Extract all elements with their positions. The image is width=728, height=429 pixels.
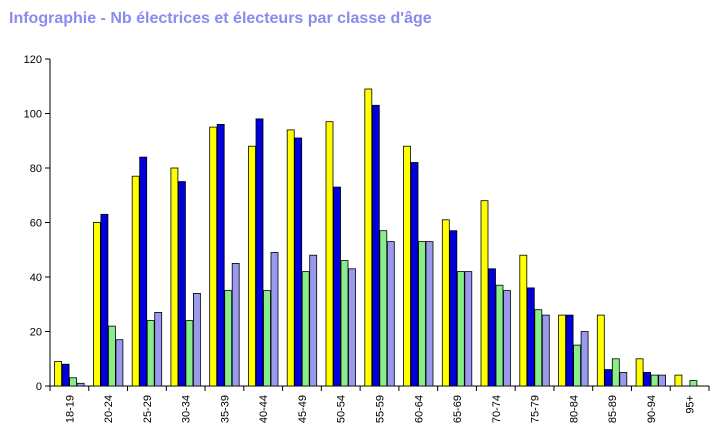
bar-60-64-series-1	[403, 145, 411, 387]
bar-20-24-series-4	[115, 339, 124, 387]
x-tick-label: 75-79	[530, 395, 542, 423]
bar-30-34-series-2	[177, 181, 186, 387]
bar-55-59-series-1	[364, 88, 373, 387]
bar-65-69-series-3	[456, 271, 465, 387]
bar-20-24-series-2	[100, 213, 109, 387]
x-tick-label: 18-19	[64, 395, 76, 423]
bar-75-79-series-3	[534, 309, 543, 387]
bar-75-79-series-2	[526, 287, 535, 387]
bar-55-59-series-4	[386, 241, 395, 387]
bar-65-69-series-2	[449, 230, 458, 387]
plot-area: 0 20 40 60 80 100 120 18-19 20-24 25-29 30-34 35-39…	[24, 54, 710, 423]
bar-55-59-series-2	[371, 104, 380, 387]
y-tick-label: 0	[36, 381, 42, 393]
bar-45-49-series-4	[309, 254, 318, 387]
x-tick-label: 60-64	[413, 395, 425, 423]
bar-70-74-series-2	[488, 268, 496, 387]
x-tick-label: 55-59	[375, 395, 387, 423]
bar-70-74-series-3	[495, 284, 504, 387]
bar-25-29-series-1	[131, 175, 140, 387]
bar-90-94-series-2	[643, 371, 651, 387]
chart-title: Infographie - Nb électrices et électeurs…	[9, 10, 432, 27]
x-tick-label: 95+	[685, 395, 697, 414]
bar-60-64-series-2	[410, 162, 419, 387]
bar-25-29-series-2	[139, 156, 148, 387]
y-tick-label: 20	[30, 327, 42, 339]
bar-85-89-series-1	[596, 314, 605, 387]
y-tick-label: 40	[30, 272, 42, 284]
x-tick-label: 85-89	[607, 395, 619, 423]
bar-70-74-series-1	[480, 200, 489, 387]
bar-85-89-series-3	[611, 358, 620, 387]
bar-45-49-series-3	[301, 271, 310, 387]
bar-90-94-series-3	[650, 374, 659, 387]
bar-35-39-series-4	[231, 262, 240, 387]
bar-45-49-series-1	[286, 129, 295, 387]
x-tick-label: 30-34	[181, 395, 193, 423]
bar-35-39-series-1	[209, 126, 218, 387]
bar-18-19-series-2	[61, 363, 70, 387]
x-tick-label: 70-74	[491, 395, 503, 423]
bar-25-29-series-4	[154, 311, 163, 387]
bar-18-19-series-1	[54, 361, 62, 387]
y-tick-label: 100	[24, 109, 42, 121]
bar-18-19-series-4	[76, 382, 85, 387]
bar-25-29-series-3	[146, 320, 155, 387]
bar-60-64-series-4	[425, 241, 434, 387]
bar-90-94-series-4	[658, 374, 666, 387]
bar-95+-series-3	[689, 380, 698, 387]
bar-50-54-series-1	[325, 121, 334, 387]
bar-45-49-series-2	[294, 137, 303, 387]
bar-20-24-series-1	[93, 222, 101, 387]
x-tick-label: 35-39	[219, 395, 231, 423]
y-tick-label: 60	[30, 218, 42, 230]
bar-30-34-series-3	[185, 320, 194, 387]
bar-65-69-series-4	[464, 271, 473, 387]
bar-80-84-series-1	[558, 314, 566, 387]
x-tick-label: 20-24	[103, 395, 115, 423]
x-tick-label: 45-49	[297, 395, 309, 423]
bar-40-44-series-2	[255, 118, 264, 387]
bar-18-19-series-3	[69, 377, 77, 387]
bar-70-74-series-4	[503, 290, 511, 387]
bar-30-34-series-1	[170, 167, 179, 387]
bar-95+-series-1	[674, 374, 683, 387]
bar-75-79-series-1	[519, 254, 528, 387]
y-tick-label: 120	[24, 54, 42, 66]
bar-20-24-series-3	[108, 325, 116, 387]
bar-55-59-series-3	[379, 230, 388, 387]
x-tick-label: 80-84	[568, 395, 580, 423]
bar-40-44-series-1	[248, 145, 256, 387]
bar-50-54-series-2	[333, 186, 341, 387]
x-tick-label: 40-44	[258, 395, 270, 423]
x-tick-label: 90-94	[646, 395, 658, 423]
x-tick-label: 25-29	[142, 395, 154, 423]
bar-75-79-series-4	[541, 314, 550, 387]
bar-60-64-series-3	[418, 241, 426, 387]
bar-85-89-series-4	[619, 371, 628, 387]
y-tick-label: 80	[30, 163, 42, 175]
bar-90-94-series-1	[635, 358, 644, 387]
bar-50-54-series-4	[348, 268, 356, 387]
x-tick-label: 50-54	[336, 395, 348, 423]
bar-30-34-series-4	[192, 292, 201, 387]
bar-35-39-series-2	[216, 124, 225, 387]
bar-50-54-series-3	[340, 260, 349, 387]
bar-80-84-series-2	[565, 314, 574, 387]
bar-80-84-series-4	[580, 331, 589, 387]
bar-35-39-series-3	[224, 290, 233, 387]
bar-40-44-series-3	[263, 290, 271, 387]
x-tick-label: 65-69	[452, 395, 464, 423]
bar-40-44-series-4	[270, 252, 279, 387]
bar-80-84-series-3	[573, 344, 581, 387]
bar-65-69-series-1	[441, 219, 450, 387]
bar-85-89-series-2	[604, 369, 613, 387]
